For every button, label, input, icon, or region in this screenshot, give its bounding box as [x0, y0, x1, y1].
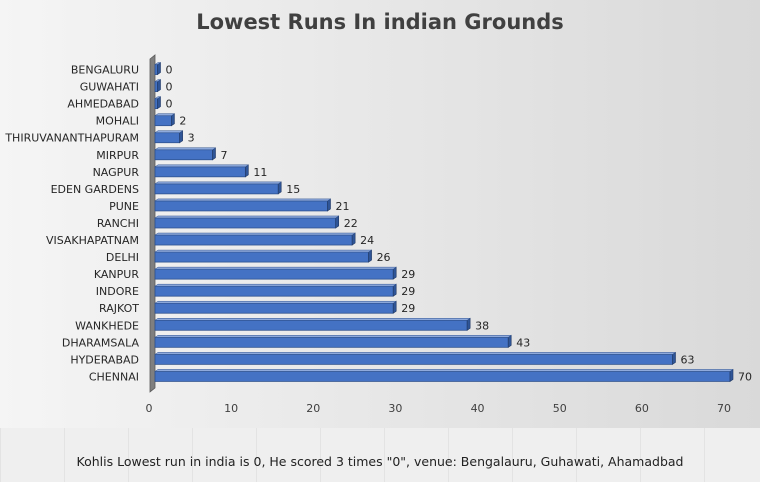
- bar: [154, 285, 394, 297]
- bar-top-face: [154, 130, 184, 133]
- data-label: 22: [344, 217, 358, 230]
- category-label: DHARAMSALA: [62, 336, 140, 349]
- category-label: HYDERABAD: [70, 353, 139, 366]
- bar-top-face: [154, 232, 356, 236]
- data-label: 26: [377, 251, 391, 264]
- bar-top-face: [154, 369, 734, 372]
- category-label: BENGALURU: [71, 64, 139, 77]
- data-label: 29: [401, 302, 415, 315]
- x-tick-label: 40: [471, 402, 485, 415]
- bar-top-face: [154, 96, 162, 99]
- x-tick-label: 10: [224, 402, 238, 415]
- data-label: 38: [475, 319, 489, 332]
- x-tick-label: 70: [717, 402, 731, 415]
- bar: [154, 98, 158, 110]
- bar-top-face: [154, 62, 162, 65]
- data-label: 15: [286, 183, 300, 196]
- bar-top-face: [154, 318, 471, 321]
- data-label: 21: [336, 200, 350, 213]
- data-label: 29: [401, 285, 415, 298]
- data-label: 29: [401, 268, 415, 281]
- axis-group: [149, 54, 156, 393]
- bar-top-face: [154, 249, 373, 253]
- x-tick-label: 20: [306, 402, 320, 415]
- category-label: THIRUVANANTHAPURAM: [4, 132, 139, 145]
- data-label: 43: [516, 336, 530, 349]
- bar-top-face: [154, 215, 340, 219]
- data-label: 0: [166, 64, 173, 77]
- bar: [154, 200, 328, 212]
- bar-top-face: [154, 113, 176, 116]
- chart-title: Lowest Runs In indian Grounds: [196, 10, 564, 34]
- bar-top-face: [154, 335, 513, 338]
- bar: [154, 166, 246, 178]
- category-label: RAJKOT: [99, 302, 139, 315]
- bar: [154, 115, 172, 127]
- axis-wall: [149, 54, 156, 393]
- bar: [154, 371, 731, 382]
- category-label: CHENNAI: [89, 370, 139, 383]
- bar: [154, 268, 394, 280]
- bar: [154, 81, 158, 92]
- bar: [154, 217, 337, 229]
- x-tick-label: 50: [553, 402, 567, 415]
- category-label: PUNE: [109, 200, 139, 213]
- data-label: 70: [738, 370, 752, 383]
- footer-panel: Kohlis Lowest run in india is 0, He scor…: [0, 428, 760, 482]
- data-label: 0: [166, 81, 173, 94]
- bar-top-face: [154, 352, 677, 355]
- bar: [154, 251, 369, 263]
- bar-top-face: [154, 79, 162, 82]
- bar: [154, 149, 213, 161]
- x-tick-label: 0: [146, 402, 153, 415]
- bar-top-face: [154, 266, 398, 270]
- chart-area: 0 10 20 30 40 50 60 70 BENGALURU 0 GUWAHATI 0 AHMEDA…: [0, 0, 760, 428]
- bar-top-face: [154, 181, 283, 185]
- bar-top-face: [154, 164, 250, 168]
- data-label: 63: [681, 353, 695, 366]
- bar-top-face: [154, 283, 398, 287]
- bar: [154, 336, 509, 348]
- bar: [154, 319, 468, 331]
- category-label: EDEN GARDENS: [51, 183, 139, 196]
- category-label: INDORE: [96, 285, 139, 298]
- category-label: MIRPUR: [96, 149, 139, 162]
- category-label: RANCHI: [97, 217, 139, 230]
- category-label: NAGPUR: [93, 166, 140, 179]
- data-label: 0: [166, 98, 173, 111]
- bar-top-face: [154, 198, 332, 202]
- category-label: VISAKHAPATNAM: [46, 234, 139, 247]
- category-label: DELHI: [106, 251, 139, 264]
- x-tick-label: 60: [635, 402, 649, 415]
- bar: [154, 132, 181, 144]
- footer-gridlines: [0, 428, 760, 482]
- category-label: MOHALI: [96, 115, 139, 128]
- x-tick-label: 30: [388, 402, 402, 415]
- data-label: 3: [188, 132, 195, 145]
- category-label: GUWAHATI: [80, 81, 139, 94]
- bar-top-face: [154, 300, 398, 304]
- category-label: WANKHEDE: [75, 319, 139, 332]
- bars-group: [154, 61, 734, 382]
- bar: [154, 353, 673, 365]
- data-label: 7: [221, 149, 228, 162]
- bar: [154, 234, 353, 246]
- footer-note: Kohlis Lowest run in india is 0, He scor…: [76, 454, 684, 469]
- category-label: AHMEDABAD: [67, 98, 139, 111]
- data-label: 11: [253, 166, 267, 179]
- category-label: KANPUR: [94, 268, 139, 281]
- data-label: 24: [360, 234, 374, 247]
- bar: [154, 64, 158, 75]
- data-label: 2: [179, 115, 186, 128]
- bar: [154, 183, 279, 195]
- bar-top-face: [154, 147, 217, 151]
- bar: [154, 302, 394, 314]
